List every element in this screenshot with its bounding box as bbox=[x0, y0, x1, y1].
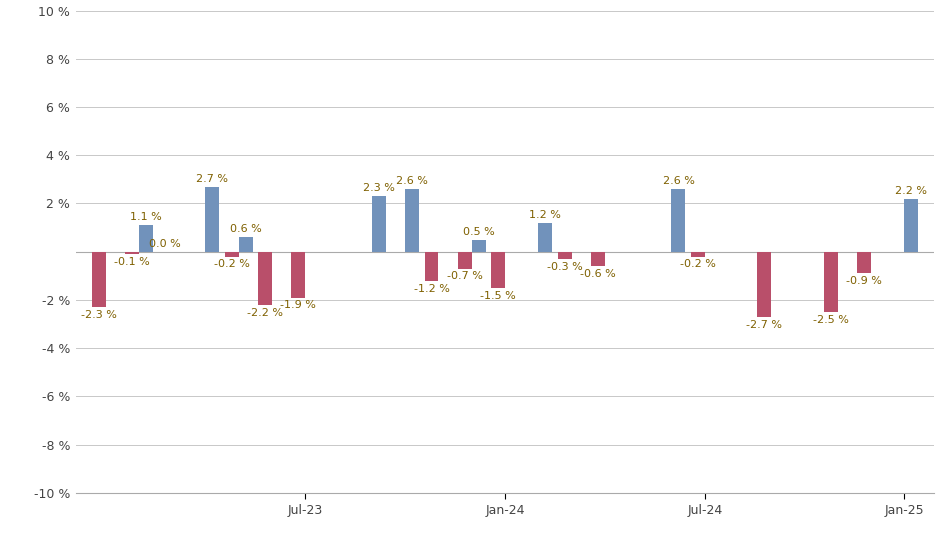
Bar bbox=[904, 199, 918, 252]
Bar bbox=[857, 252, 871, 273]
Bar bbox=[258, 252, 272, 305]
Bar bbox=[92, 252, 105, 307]
Bar bbox=[239, 237, 253, 252]
Text: 1.2 %: 1.2 % bbox=[529, 210, 561, 220]
Bar bbox=[206, 186, 219, 252]
Text: -0.2 %: -0.2 % bbox=[214, 260, 250, 270]
Text: -2.2 %: -2.2 % bbox=[247, 307, 283, 318]
Text: -2.3 %: -2.3 % bbox=[81, 310, 117, 320]
Bar bbox=[291, 252, 306, 298]
Bar bbox=[824, 252, 838, 312]
Text: -0.1 %: -0.1 % bbox=[114, 257, 149, 267]
Bar bbox=[591, 252, 605, 266]
Text: -0.9 %: -0.9 % bbox=[846, 276, 882, 287]
Text: -0.7 %: -0.7 % bbox=[446, 272, 483, 282]
Text: -0.3 %: -0.3 % bbox=[547, 262, 583, 272]
Text: 2.6 %: 2.6 % bbox=[397, 176, 428, 186]
Text: 0.0 %: 0.0 % bbox=[149, 239, 181, 249]
Text: 2.3 %: 2.3 % bbox=[363, 183, 395, 194]
Bar bbox=[225, 252, 239, 256]
Bar bbox=[458, 252, 472, 268]
Bar bbox=[425, 252, 438, 280]
Bar bbox=[539, 223, 553, 252]
Text: 1.1 %: 1.1 % bbox=[130, 212, 162, 222]
Text: -1.2 %: -1.2 % bbox=[414, 283, 449, 294]
Bar bbox=[671, 189, 685, 252]
Text: -0.2 %: -0.2 % bbox=[680, 260, 715, 270]
Text: -2.5 %: -2.5 % bbox=[813, 315, 849, 325]
Bar bbox=[472, 240, 486, 252]
Bar bbox=[139, 225, 153, 252]
Bar bbox=[372, 196, 386, 252]
Bar bbox=[557, 252, 572, 259]
Bar bbox=[758, 252, 772, 317]
Bar bbox=[125, 252, 139, 254]
Text: 2.7 %: 2.7 % bbox=[196, 174, 228, 184]
Text: 2.2 %: 2.2 % bbox=[896, 186, 928, 196]
Text: -1.5 %: -1.5 % bbox=[480, 291, 516, 301]
Text: -2.7 %: -2.7 % bbox=[746, 320, 782, 329]
Bar bbox=[405, 189, 419, 252]
Text: -1.9 %: -1.9 % bbox=[280, 300, 316, 310]
Text: 0.6 %: 0.6 % bbox=[230, 224, 261, 234]
Text: 2.6 %: 2.6 % bbox=[663, 176, 695, 186]
Bar bbox=[491, 252, 505, 288]
Bar bbox=[691, 252, 705, 256]
Text: -0.6 %: -0.6 % bbox=[580, 269, 616, 279]
Text: 0.5 %: 0.5 % bbox=[462, 227, 494, 236]
